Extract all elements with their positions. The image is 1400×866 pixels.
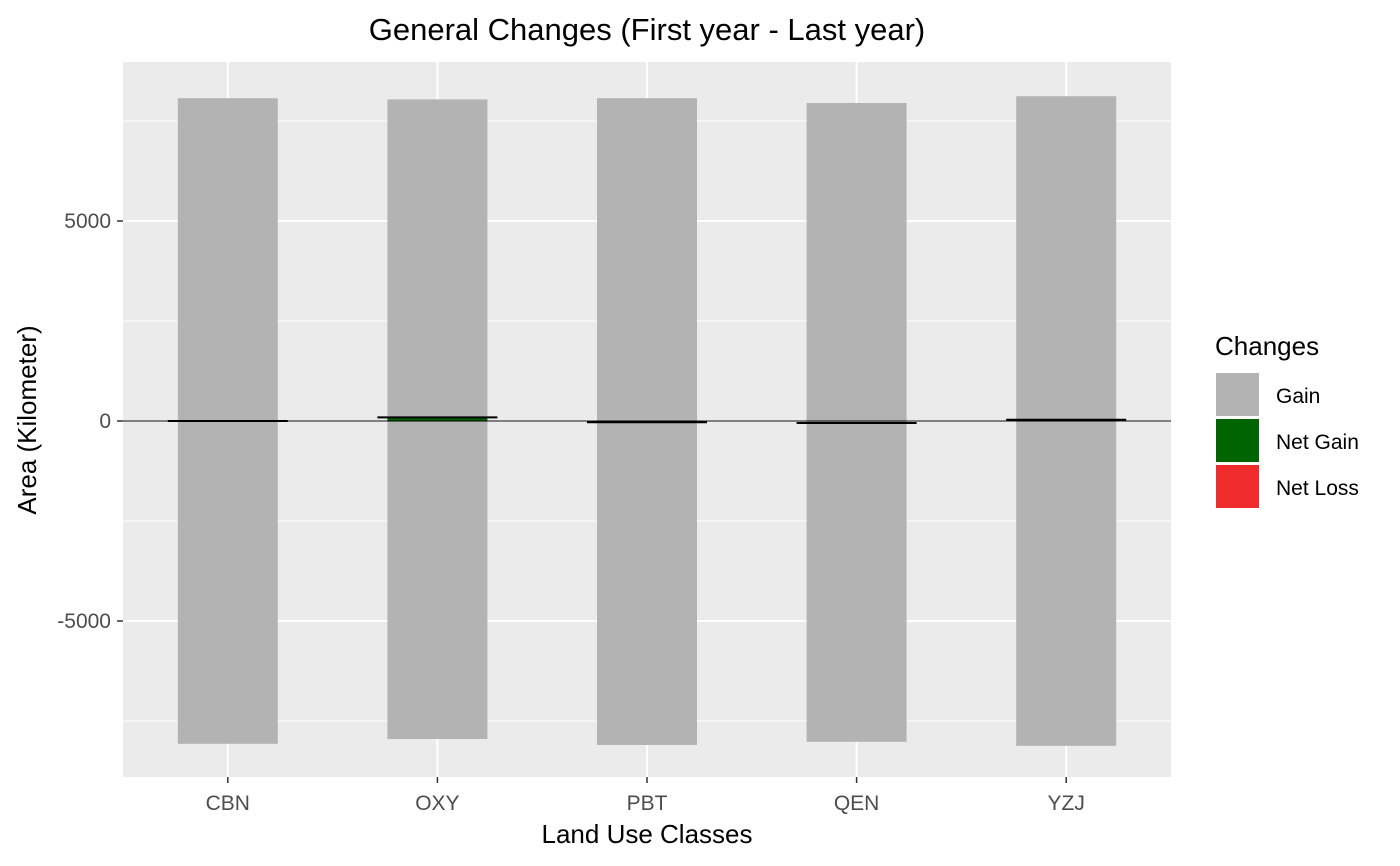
net-change-lines (167, 416, 1127, 424)
legend-swatch-gain (1216, 373, 1259, 416)
x-tick-label-yzj: YZJ (1048, 792, 1085, 815)
legend-label-gain: Gain (1276, 385, 1320, 408)
x-axis-ticks: CBN OXY PBT QEN YZJ (206, 777, 1085, 815)
bar-gain-yzj (1016, 96, 1117, 421)
x-tick-label-qen: QEN (834, 792, 880, 815)
bar-gain-cbn (177, 98, 278, 421)
legend-label-net-gain: Net Gain (1276, 431, 1359, 454)
bar-gain-qen (806, 103, 907, 421)
y-tick-label: 5000 (64, 210, 111, 233)
x-axis-title: Land Use Classes (542, 819, 753, 849)
y-tick-label: -5000 (57, 610, 111, 633)
x-tick-label-pbt: PBT (627, 792, 668, 815)
bar-loss-oxy (387, 421, 488, 739)
chart-title: General Changes (First year - Last year) (369, 12, 926, 47)
bar-loss-pbt (597, 421, 697, 745)
bars (177, 96, 1117, 746)
bar-loss-qen (806, 421, 907, 742)
legend: Changes Gain Net Gain Net Loss (1215, 331, 1359, 508)
bar-gain-oxy (387, 99, 488, 422)
y-axis-title: Area (Kilometer) (12, 325, 42, 514)
y-axis-ticks: -5000 0 5000 (57, 210, 123, 633)
legend-items: Gain Net Gain Net Loss (1216, 373, 1359, 508)
legend-swatch-net-loss (1216, 465, 1259, 508)
bar-gain-pbt (597, 98, 697, 421)
legend-swatch-net-gain (1216, 419, 1259, 462)
bar-net-gain-oxy (387, 417, 488, 421)
legend-label-net-loss: Net Loss (1276, 477, 1359, 500)
bar-loss-cbn (177, 421, 278, 744)
x-tick-label-cbn: CBN (206, 792, 250, 815)
legend-title: Changes (1215, 331, 1319, 361)
y-tick-label: 0 (99, 410, 111, 433)
x-tick-label-oxy: OXY (415, 792, 459, 815)
bar-loss-yzj (1016, 421, 1117, 746)
